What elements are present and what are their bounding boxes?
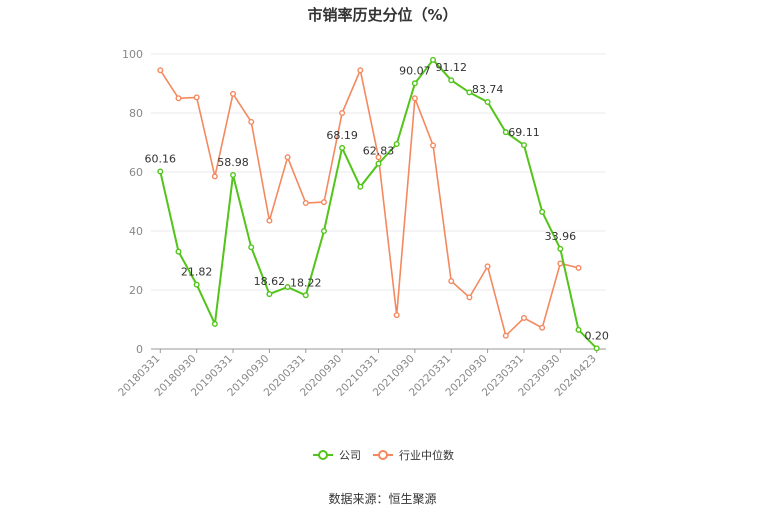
- data-point: [193, 94, 200, 101]
- data-point: [520, 315, 527, 322]
- data-label: 91.12: [435, 61, 467, 74]
- data-point: [157, 67, 164, 74]
- data-label: 90.07: [399, 64, 431, 77]
- data-point: [211, 320, 218, 327]
- data-point: [284, 154, 291, 161]
- data-point: [393, 140, 400, 147]
- data-point: [266, 291, 273, 298]
- legend-marker-industry: [378, 450, 388, 460]
- data-point: [502, 129, 509, 136]
- data-point: [448, 278, 455, 285]
- data-point: [593, 345, 600, 352]
- data-label: 68.19: [326, 129, 358, 142]
- data-label: 33.96: [545, 230, 577, 243]
- data-label: 62.83: [363, 145, 395, 158]
- data-point: [520, 142, 527, 149]
- data-point: [448, 77, 455, 84]
- data-point: [375, 154, 382, 161]
- y-tick-label: 40: [129, 225, 143, 238]
- data-point: [284, 284, 291, 291]
- y-tick-label: 80: [129, 107, 143, 120]
- data-label: 18.22: [290, 276, 322, 289]
- y-tick-label: 20: [129, 284, 143, 297]
- data-point: [248, 118, 255, 125]
- data-point: [230, 90, 237, 97]
- y-tick-label: 100: [122, 48, 143, 61]
- data-point: [175, 95, 182, 102]
- data-point: [211, 173, 218, 180]
- data-label: 83.74: [472, 83, 504, 96]
- data-point: [357, 183, 364, 190]
- data-point: [302, 199, 309, 206]
- data-point: [302, 292, 309, 299]
- data-label: 60.16: [145, 153, 177, 166]
- series-line-industry: [159, 67, 579, 338]
- data-point: [557, 245, 564, 252]
- data-label: 0.20: [584, 329, 609, 342]
- data-point: [266, 217, 273, 224]
- data-point: [539, 208, 546, 215]
- legend-label-company: 公司: [339, 449, 361, 462]
- data-point: [320, 227, 327, 234]
- data-point: [339, 144, 346, 151]
- data-point: [466, 89, 473, 96]
- data-point: [575, 264, 582, 271]
- data-point: [357, 67, 364, 74]
- data-label: 58.98: [217, 156, 249, 169]
- data-label: 18.62: [254, 275, 286, 288]
- data-point: [575, 326, 582, 333]
- y-tick-label: 60: [129, 166, 143, 179]
- data-point: [430, 142, 437, 149]
- data-point: [175, 248, 182, 255]
- data-label: 69.11: [508, 126, 540, 139]
- series-line-company: [159, 58, 598, 350]
- data-point: [430, 56, 437, 63]
- data-point: [393, 312, 400, 319]
- data-point: [230, 172, 237, 179]
- data-point: [502, 332, 509, 339]
- y-tick-label: 0: [136, 343, 143, 356]
- legend-marker-company: [318, 450, 328, 460]
- data-point: [484, 98, 491, 105]
- data-point: [557, 260, 564, 267]
- data-point: [411, 95, 418, 102]
- data-point: [193, 281, 200, 288]
- data-point: [248, 244, 255, 251]
- data-point: [484, 263, 491, 270]
- chart-title: 市销率历史分位（%）: [307, 6, 458, 24]
- data-point: [466, 294, 473, 301]
- data-point: [375, 160, 382, 167]
- data-point: [339, 109, 346, 116]
- legend-label-industry: 行业中位数: [399, 448, 454, 462]
- data-point: [539, 324, 546, 331]
- data-point: [411, 80, 418, 87]
- data-label: 21.82: [181, 266, 213, 279]
- data-point: [320, 199, 327, 206]
- data-point: [157, 168, 164, 175]
- data-source: 数据来源：恒生聚源: [328, 492, 437, 506]
